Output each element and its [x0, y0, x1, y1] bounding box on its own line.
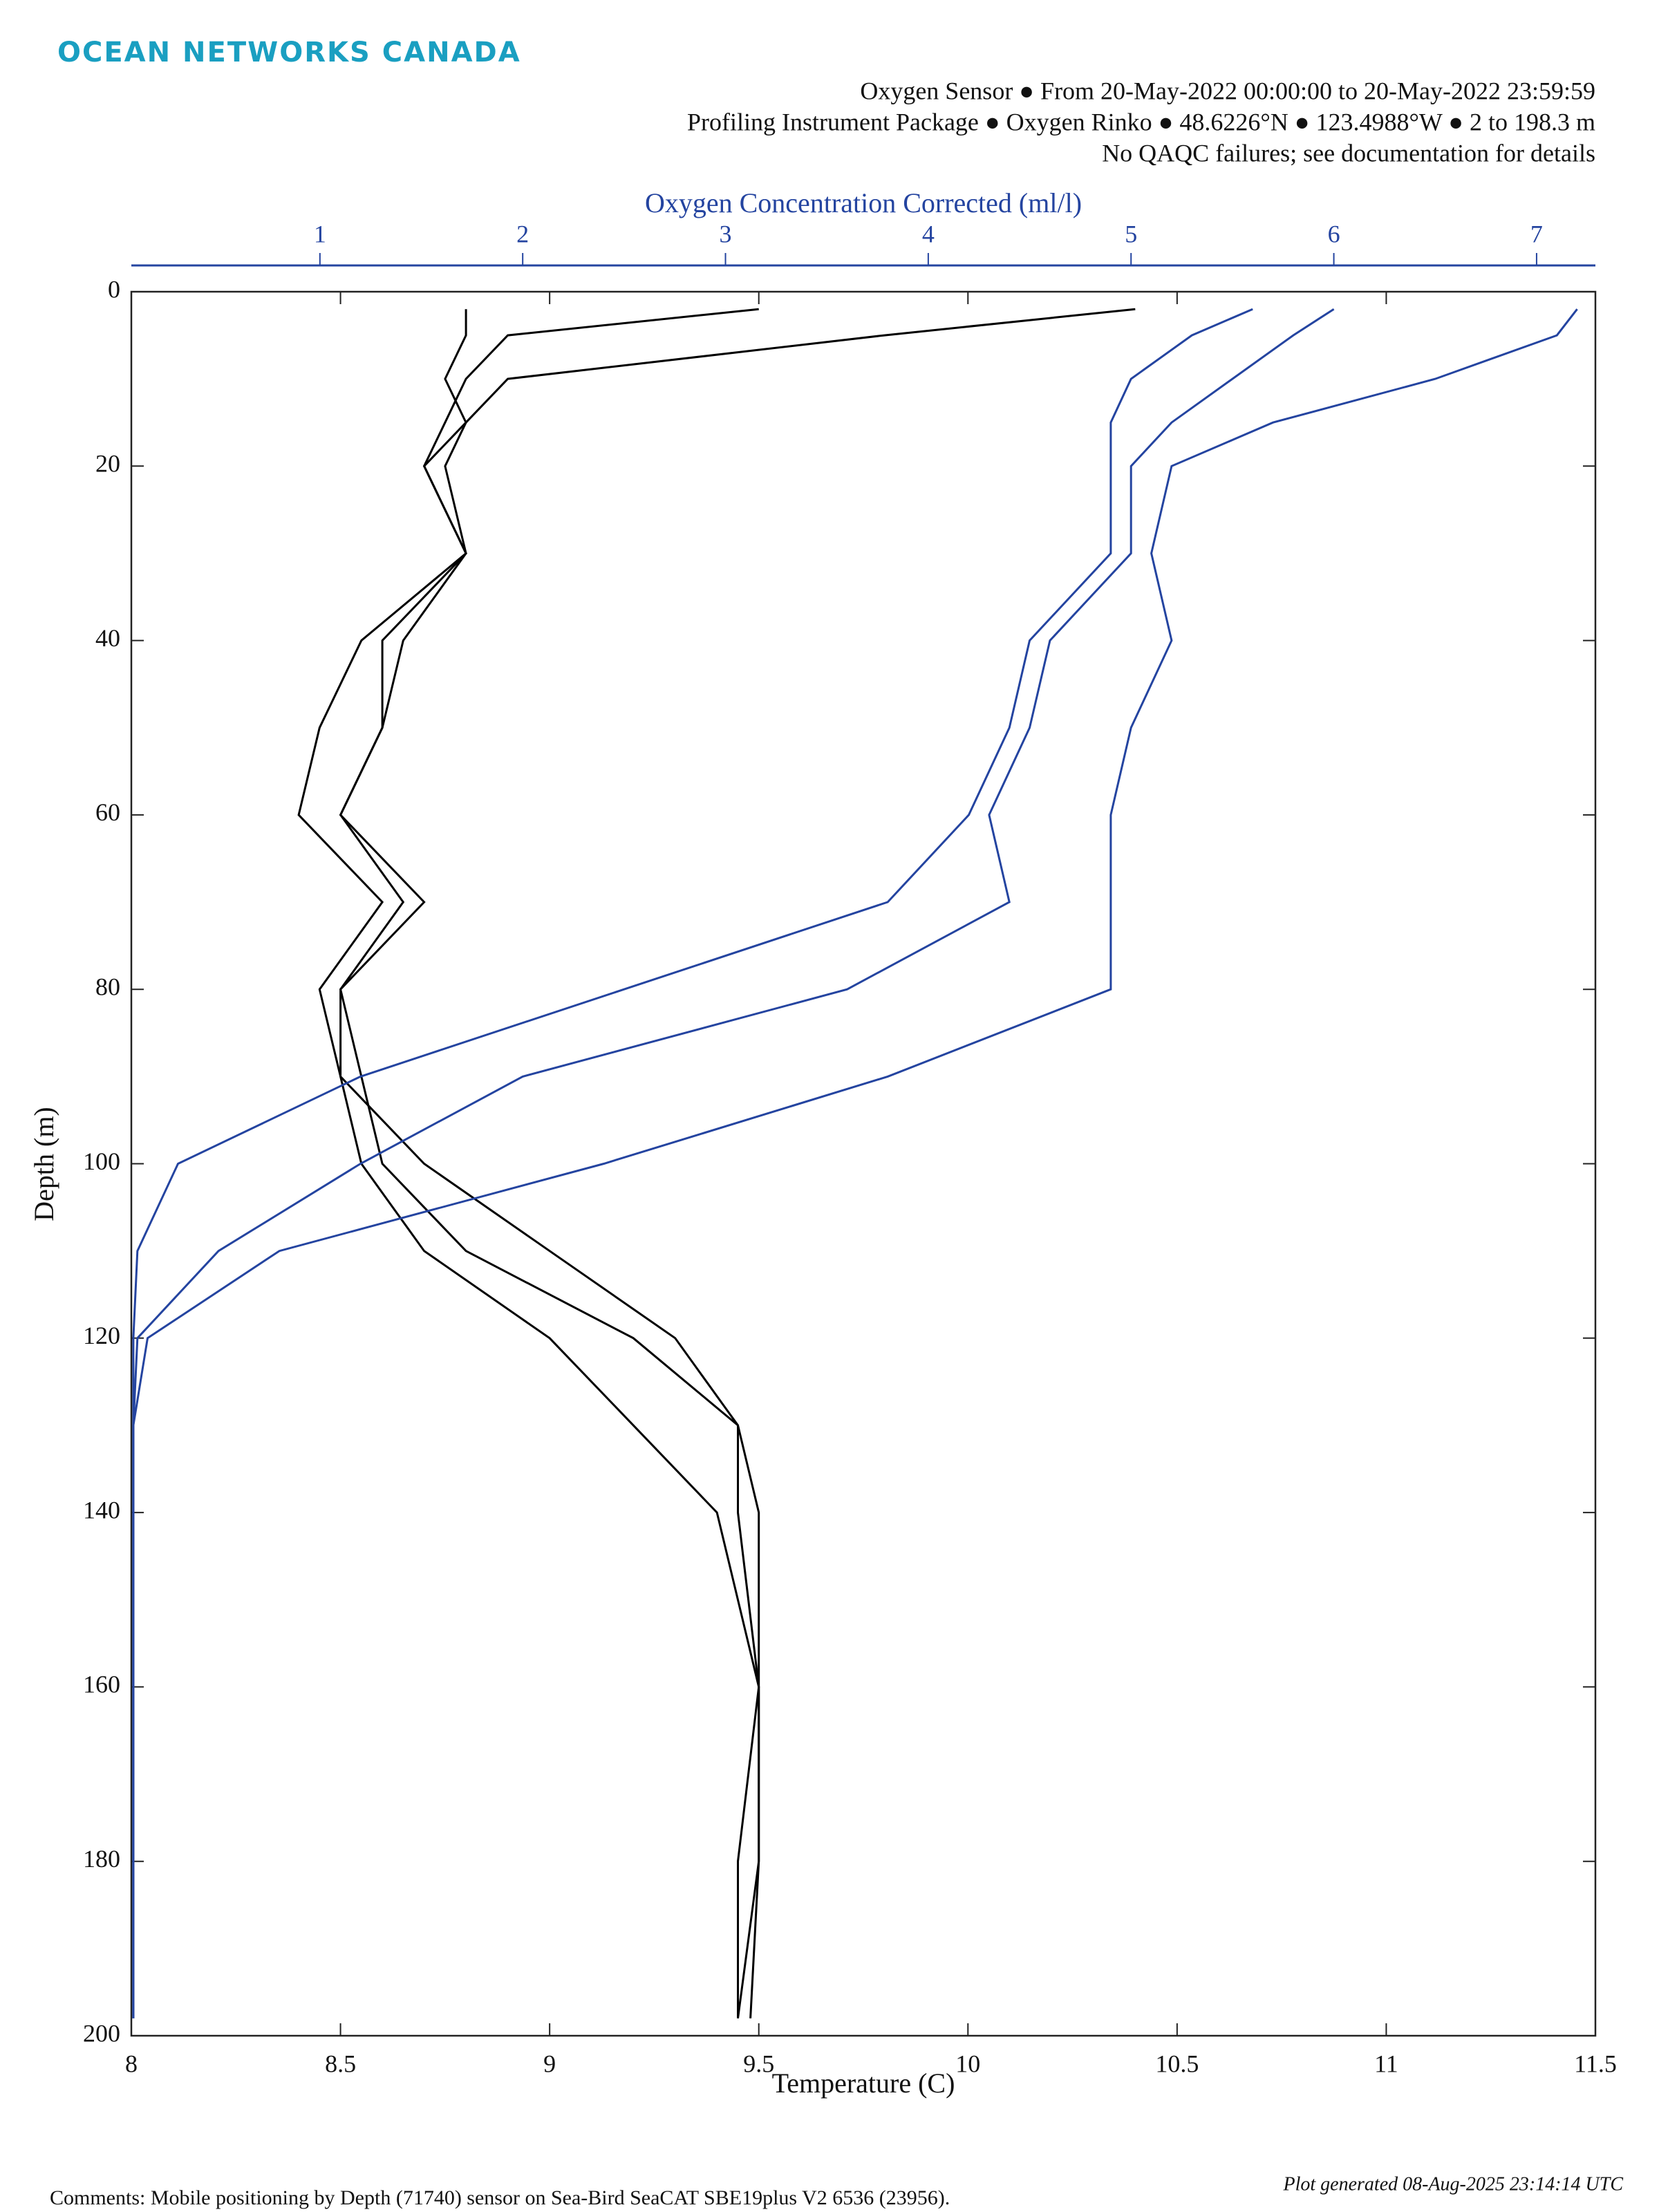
x2-tick-label: 2 [516, 220, 529, 247]
profile-line [339, 309, 760, 2018]
y-tick-label: 40 [95, 624, 120, 652]
y-tick-label: 80 [95, 973, 120, 1000]
profile-line [132, 308, 1578, 2018]
x2-tick-label: 4 [922, 220, 935, 247]
x2-tick-label: 7 [1530, 220, 1543, 247]
x-tick-label: 10 [955, 2050, 980, 2077]
header-line: No QAQC failures; see documentation for … [1102, 139, 1595, 167]
header-line: Profiling Instrument Package ● Oxygen Ri… [687, 108, 1595, 135]
header-line: Oxygen Sensor ● From 20-May-2022 00:00:0… [860, 77, 1595, 104]
logo: OCEAN NETWORKS CANADA [57, 37, 521, 68]
x-tick-label: 9 [543, 2050, 556, 2077]
generated-note: Plot generated 08-Aug-2025 23:14:14 UTC [1283, 2173, 1624, 2195]
x2-axis-label: Oxygen Concentration Corrected (ml/l) [645, 187, 1082, 218]
x-axis-label: Temperature (C) [772, 2068, 955, 2099]
x2-tick-label: 5 [1125, 220, 1137, 247]
y-axis-label: Depth (m) [28, 1107, 59, 1221]
y-tick-label: 180 [83, 1845, 120, 1873]
x-tick-label: 10.5 [1155, 2050, 1199, 2077]
y-tick-label: 100 [83, 1147, 120, 1175]
x2-tick-label: 3 [720, 220, 732, 247]
comments: Comments: Mobile positioning by Depth (7… [50, 2186, 950, 2209]
y-tick-label: 120 [83, 1322, 120, 1349]
profile-line [132, 308, 1253, 2018]
x2-tick-label: 6 [1328, 220, 1340, 247]
x-tick-label: 9.5 [743, 2050, 774, 2077]
y-tick-label: 0 [108, 275, 120, 303]
y-tick-label: 20 [95, 450, 120, 478]
plot-frame [130, 290, 1597, 2037]
x-tick-label: 8 [125, 2050, 138, 2077]
x-tick-label: 8.5 [325, 2050, 356, 2077]
y-tick-label: 200 [83, 2019, 120, 2047]
y-tick-label: 60 [95, 798, 120, 826]
x-tick-label: 11 [1374, 2050, 1398, 2077]
profile-line [339, 308, 1136, 2018]
x2-tick-label: 1 [314, 220, 326, 247]
y-tick-label: 160 [83, 1671, 120, 1698]
profile-line [297, 308, 760, 2018]
x-tick-label: 11.5 [1574, 2050, 1617, 2077]
y-tick-label: 140 [83, 1496, 120, 1524]
